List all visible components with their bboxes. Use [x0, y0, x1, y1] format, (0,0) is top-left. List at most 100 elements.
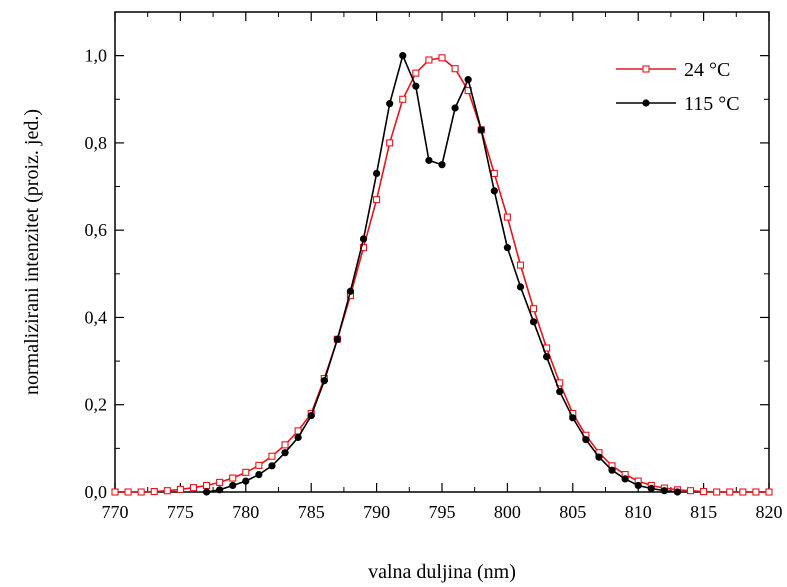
data-point [163, 487, 171, 495]
data-point [660, 487, 668, 495]
x-tick-label: 800 [494, 502, 521, 522]
data-point [189, 484, 198, 492]
plot-frame [114, 11, 770, 493]
data-point [530, 305, 538, 313]
x-tick-labels: 770 775 780 785 790 795 800 805 810 815 820 [102, 502, 783, 522]
x-tick-label: 795 [429, 502, 456, 522]
data-point [516, 283, 525, 291]
data-point [346, 287, 355, 295]
data-point [203, 481, 211, 490]
data-point [229, 481, 237, 490]
data-point [490, 187, 498, 195]
data-point [700, 488, 708, 496]
data-point [268, 452, 276, 460]
data-point [111, 488, 119, 496]
data-point [359, 235, 368, 243]
data-point [503, 244, 511, 252]
legend: 24 °C 115 °C [616, 59, 740, 115]
data-point [176, 485, 184, 493]
data-point [713, 488, 721, 496]
data-point [556, 388, 564, 396]
data-point [137, 488, 145, 496]
data-point [582, 436, 590, 444]
data-point [268, 462, 276, 470]
y-tick-label: 0,2 [85, 395, 108, 415]
data-point [150, 488, 158, 496]
data-point [765, 488, 773, 496]
x-tick-label: 780 [232, 502, 259, 522]
data-point [216, 478, 224, 486]
data-point [242, 468, 250, 476]
series-1 [111, 54, 773, 496]
y-tick-labels: 0,0 0,2 0,4 0,6 0,8 1,0 [85, 46, 108, 502]
data-point [412, 82, 420, 90]
data-point [726, 488, 734, 496]
data-point [490, 169, 498, 178]
data-point [451, 65, 459, 73]
y-tick-label: 0,8 [85, 133, 108, 153]
series-line [115, 56, 769, 493]
data-point [307, 412, 315, 420]
data-point [438, 54, 446, 62]
data-point [647, 484, 655, 493]
data-point [242, 477, 250, 485]
data-point [438, 161, 446, 169]
x-tick-label: 815 [690, 502, 717, 522]
data-point [320, 377, 328, 385]
legend-marker [642, 99, 650, 107]
data-point [202, 488, 211, 496]
data-point [451, 104, 459, 112]
x-tick-label: 805 [559, 502, 586, 522]
data-point [425, 56, 433, 64]
legend-label: 24 °C [684, 59, 730, 81]
data-point [229, 474, 237, 482]
legend-item: 115 °C [616, 93, 740, 115]
y-tick-label: 0,4 [85, 307, 108, 327]
data-point [739, 488, 747, 496]
data-point [255, 470, 263, 479]
x-tick-label: 785 [298, 502, 325, 522]
data-point [386, 139, 394, 147]
axis-ticks [114, 12, 770, 493]
data-point [529, 318, 538, 326]
data-point [477, 126, 485, 134]
legend-marker [642, 65, 650, 73]
data-point [543, 353, 551, 361]
data-point [386, 100, 394, 108]
data-point [673, 488, 682, 496]
data-point [399, 95, 407, 103]
y-tick-label: 0,0 [85, 482, 108, 502]
x-tick-label: 810 [625, 502, 652, 522]
data-point [686, 487, 695, 495]
legend-label: 115 °C [684, 93, 740, 115]
data-point [425, 156, 433, 164]
series-layer [111, 52, 773, 496]
data-point [569, 414, 577, 422]
data-point [216, 486, 224, 494]
data-point [281, 441, 289, 449]
series-2 [202, 52, 682, 496]
data-point [255, 461, 263, 469]
data-point [281, 449, 289, 457]
data-point [595, 453, 603, 461]
data-point [634, 481, 642, 490]
data-point [333, 335, 341, 343]
data-point [124, 488, 132, 496]
x-tick-label: 770 [102, 502, 129, 522]
x-tick-label: 775 [167, 502, 194, 522]
data-point [516, 261, 525, 269]
x-axis-title: valna duljina (nm) [368, 561, 516, 583]
data-point [464, 76, 472, 84]
y-axis-title: normalizirani intenzitet (proiz. jed.) [21, 109, 43, 395]
data-point [294, 433, 302, 442]
data-point [608, 466, 616, 474]
y-tick-label: 0,6 [85, 220, 108, 240]
legend-item: 24 °C [616, 59, 730, 81]
x-tick-label: 820 [756, 502, 783, 522]
series-line [206, 53, 678, 493]
data-point [752, 488, 760, 496]
x-tick-label: 790 [363, 502, 390, 522]
data-point [373, 196, 381, 204]
data-point [503, 213, 511, 221]
